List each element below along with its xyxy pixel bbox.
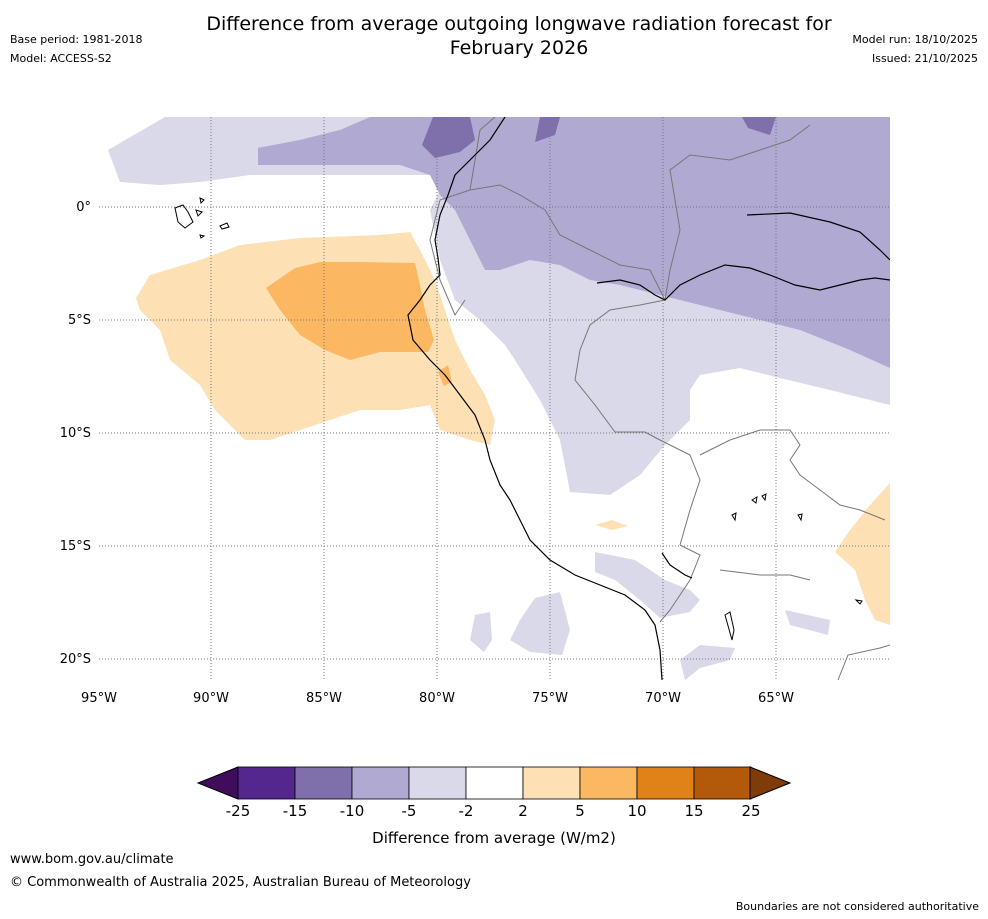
- anomaly-region-light-orange-east: [835, 483, 890, 625]
- latitude-labels: 0° 5°S 10°S 15°S 20°S: [60, 200, 91, 667]
- base-period: Base period: 1981-2018: [10, 33, 143, 46]
- footer-copyright: © Commonwealth of Australia 2025, Austra…: [10, 875, 471, 890]
- lon-label: 85°W: [306, 691, 342, 706]
- colorbar-box: [408, 766, 467, 800]
- anomaly-region-light-lavender-south-5: [680, 645, 735, 680]
- anomaly-region-purple-2: [535, 117, 560, 142]
- anomaly-region-purple-3: [742, 117, 776, 135]
- amazon-river: [596, 264, 890, 301]
- longitude-labels: 95°W 90°W 85°W 80°W 75°W 70°W 65°W: [81, 691, 794, 706]
- model-run: Model run: 18/10/2025: [852, 33, 978, 46]
- country-borders: [429, 117, 890, 680]
- lat-label: 5°S: [68, 313, 91, 328]
- lon-label: 75°W: [532, 691, 568, 706]
- lon-label: 80°W: [419, 691, 455, 706]
- colorbar-box: [579, 766, 638, 800]
- footer-url: www.bom.gov.au/climate: [10, 852, 174, 867]
- colorbar-tick-label: 5: [575, 802, 585, 820]
- model-name: Model: ACCESS-S2: [10, 52, 112, 65]
- colorbar-box: [693, 766, 752, 800]
- anomaly-region-light-lavender-south-1: [595, 552, 700, 618]
- colorbar-box: [465, 766, 524, 800]
- anomaly-region-light-lavender-south-2: [510, 592, 570, 655]
- colorbar-tick-label: 25: [741, 802, 760, 820]
- galapagos-islands: [174, 197, 230, 239]
- title-line-1: Difference from average outgoing longwav…: [206, 13, 832, 35]
- anomaly-region-light-lavender-south-3: [470, 612, 492, 652]
- colorbar-box: [351, 766, 410, 800]
- colorbar: -25 -15 -10 -5 -2 2 5 10 15 25 Difference from av…: [196, 766, 792, 847]
- lon-label: 65°W: [758, 691, 794, 706]
- colorbar-tick-label: -5: [402, 802, 417, 820]
- colorbar-tick-label: 15: [684, 802, 703, 820]
- colorbar-left-extend: [196, 766, 239, 800]
- map: 0° 5°S 10°S 15°S 20°S 95°W 90°W 85°W 80°…: [60, 117, 890, 706]
- lat-label: 20°S: [60, 652, 91, 667]
- colorbar-boxes: [237, 766, 752, 800]
- footer-disclaimer: Boundaries are not considered authoritat…: [735, 900, 979, 913]
- lon-label: 90°W: [193, 691, 229, 706]
- colorbar-tick-label: -10: [340, 802, 365, 820]
- anomaly-region-lavender-west: [258, 130, 340, 165]
- colorbar-box: [636, 766, 695, 800]
- anomaly-region-light-lavender-south-4: [785, 610, 830, 635]
- colorbar-tick-label: -25: [226, 802, 251, 820]
- colorbar-box: [522, 766, 581, 800]
- colorbar-right-extend: [749, 766, 792, 800]
- title-line-2: February 2026: [449, 37, 589, 59]
- issued-date: Issued: 21/10/2025: [871, 52, 978, 65]
- lat-label: 0°: [76, 200, 91, 215]
- lat-label: 15°S: [60, 539, 91, 554]
- lon-label: 95°W: [81, 691, 117, 706]
- anomaly-region-orange: [266, 262, 434, 360]
- lat-label: 10°S: [60, 426, 91, 441]
- anomaly-field: [108, 117, 890, 680]
- colorbar-tick-label: 10: [627, 802, 646, 820]
- anomaly-region-purple-1: [422, 117, 475, 158]
- colorbar-tick-label: 2: [518, 802, 528, 820]
- colorbar-tick-label: -15: [283, 802, 308, 820]
- lon-label: 70°W: [645, 691, 681, 706]
- anomaly-region-light-lavender: [108, 117, 890, 495]
- colorbar-label: Difference from average (W/m2): [372, 829, 616, 847]
- inland-lakes: [724, 493, 863, 641]
- anomaly-region-light-orange-small: [595, 520, 628, 530]
- colorbar-ticks: -25 -15 -10 -5 -2 2 5 10 15 25: [226, 802, 761, 820]
- colorbar-box: [237, 766, 296, 800]
- coastline: [407, 117, 890, 680]
- map-title: Difference from average outgoing longwav…: [150, 12, 888, 60]
- colorbar-tick-label: -2: [459, 802, 474, 820]
- colorbar-box: [294, 766, 353, 800]
